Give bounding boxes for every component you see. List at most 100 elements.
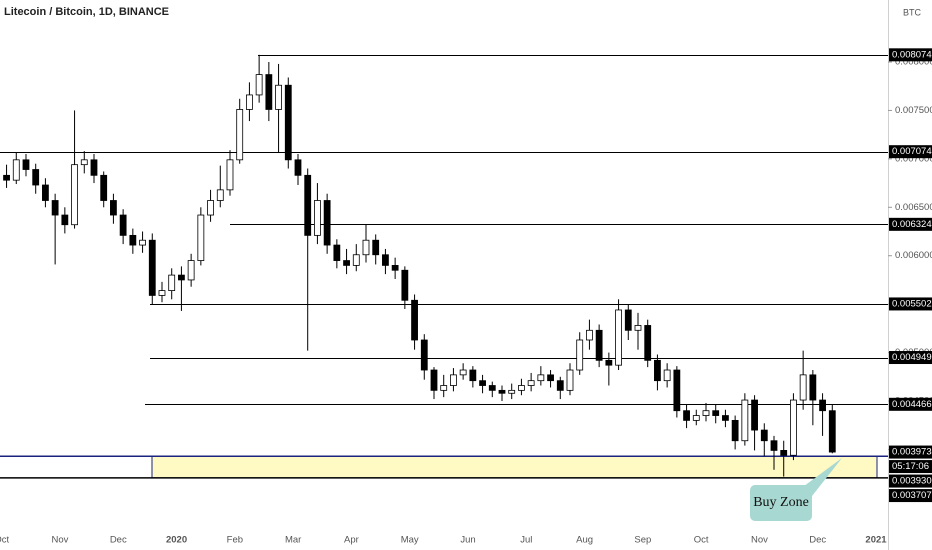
candle-body (314, 200, 321, 236)
candle-body (624, 309, 632, 331)
countdown-bg (889, 460, 932, 474)
candle-body (663, 369, 671, 382)
price-label: 0.003930 (892, 476, 932, 487)
x-tick-label: Nov (751, 535, 768, 546)
candle-body (692, 415, 700, 421)
candle-body (3, 174, 10, 181)
candle-body (731, 419, 739, 442)
candle-body (343, 260, 350, 266)
candle-body (61, 214, 69, 226)
candle-body (236, 109, 244, 161)
candle-body (430, 369, 438, 391)
candle-body (722, 415, 729, 421)
candle-body (411, 299, 418, 341)
candle-body (770, 440, 778, 451)
candle-body (440, 385, 448, 391)
candle-body (469, 369, 477, 382)
price-label: 0.003973 (892, 447, 932, 458)
candle-body (304, 174, 312, 236)
candle-body (488, 385, 496, 391)
candle-body (51, 200, 59, 216)
candle-body (119, 214, 127, 236)
candle-body (391, 265, 399, 271)
candle-body (508, 389, 516, 394)
candle-body (828, 410, 836, 453)
candle-body (71, 164, 78, 226)
candle-body (654, 359, 661, 382)
price-label-bg (889, 217, 932, 231)
price-label-bg (889, 351, 932, 365)
x-tick-label: Nov (52, 535, 69, 546)
price-label-bg (889, 297, 932, 311)
candle-body (32, 169, 40, 186)
x-tick-label: Dec (110, 535, 127, 546)
candle-body (673, 369, 681, 412)
candle-body (333, 244, 341, 261)
x-tick-label: Sep (634, 535, 651, 546)
price-label: 0.007074 (892, 146, 932, 157)
candle-body (197, 214, 205, 261)
price-label-bg (889, 445, 932, 459)
candle-body (362, 239, 370, 256)
price-label: 0.004466 (892, 399, 932, 410)
price-label-bg (889, 489, 932, 503)
candle-body (595, 329, 603, 361)
candle-body (683, 410, 690, 421)
candle-body (751, 399, 758, 431)
candles (3, 54, 836, 477)
candle-body (760, 429, 768, 442)
candle-body (294, 159, 302, 176)
y-tick-label: 0.008000 (895, 57, 932, 68)
candle-body (450, 374, 457, 386)
candle-body (265, 74, 273, 110)
x-tick-label: Apr (344, 535, 359, 546)
x-tick-label: Oct (694, 535, 709, 546)
price-label: 0.004949 (892, 352, 932, 363)
chart-title: Litecoin / Bitcoin, 1D, BINANCE (4, 6, 169, 18)
price-label: 0.008074 (892, 49, 932, 60)
candle-body (246, 94, 253, 110)
candle-body (42, 184, 49, 201)
candle-body (459, 369, 467, 376)
price-label-bg (889, 145, 932, 159)
candle-body (401, 269, 409, 301)
x-tick-label: Mar (285, 535, 301, 546)
candle-body (712, 410, 720, 416)
candle-body (547, 374, 554, 382)
y-tick-label: 0.007500 (895, 105, 932, 116)
candle-body (22, 159, 30, 170)
candle-body (372, 239, 380, 256)
candle-body (780, 450, 788, 456)
candle-body (284, 84, 292, 161)
buy-zone (151, 455, 878, 479)
x-tick-label: Dec (809, 535, 826, 546)
candle-body (187, 260, 195, 281)
candle-body (518, 385, 525, 391)
candle-body (178, 274, 185, 281)
candle-body (605, 359, 613, 366)
candle-body (615, 309, 622, 366)
price-label: 0.003707 (892, 490, 932, 501)
candle-body (216, 189, 224, 201)
price-label: 0.005502 (892, 298, 932, 309)
candle-body (158, 290, 166, 296)
y-tick-label: 0.006000 (895, 250, 932, 261)
candle-body (498, 389, 506, 394)
candle-body (634, 325, 642, 331)
candle-body (382, 254, 389, 266)
candle-body (556, 380, 564, 391)
price-label-bg (889, 474, 932, 488)
x-tick-label: Aug (576, 535, 593, 546)
x-tick-label: Jun (460, 535, 475, 546)
countdown: 05:17:06 (892, 461, 929, 472)
x-tick-label: Oct (0, 535, 9, 546)
candle-body (275, 84, 282, 110)
candle-body (110, 200, 117, 216)
candle-body (100, 174, 108, 201)
unit-label: BTC (903, 7, 922, 17)
price-label-bg (889, 48, 932, 62)
candle-body (12, 159, 20, 181)
candle-body (586, 329, 593, 341)
x-tick-label: Jul (520, 535, 532, 546)
